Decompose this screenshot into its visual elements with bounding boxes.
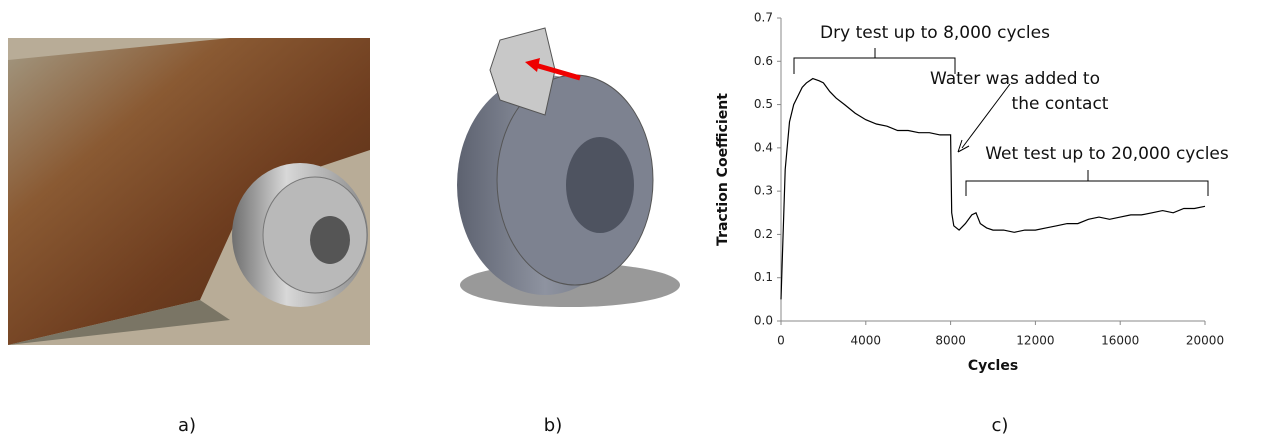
roller-hole	[310, 216, 350, 264]
x-tick-label: 12000	[1016, 334, 1054, 348]
arrow	[534, 62, 581, 81]
y-tick-label: 0.0	[754, 314, 773, 328]
panel-label: a)	[178, 415, 196, 436]
y-tick-label: 0.3	[754, 184, 773, 198]
bracket	[965, 170, 1209, 196]
y-axis-label: Traction Coefficient	[715, 93, 731, 246]
x-tick-label: 16000	[1101, 334, 1139, 348]
x-axis-label: Cycles	[968, 358, 1018, 374]
annotation: the contact	[1012, 94, 1109, 114]
y-tick-label: 0.1	[754, 270, 773, 284]
x-tick-label: 8000	[935, 334, 966, 348]
y-tick-label: 0.7	[754, 11, 773, 25]
photo-panel	[8, 38, 370, 345]
x-tick-label: 20000	[1186, 334, 1224, 348]
bracket	[793, 48, 956, 74]
x-tick-label: 4000	[851, 334, 882, 348]
y-tick-label: 0.2	[754, 227, 773, 241]
cad-panel	[457, 27, 680, 307]
data-line	[780, 77, 1206, 300]
annotation: Dry test up to 8,000 cycles	[820, 23, 1050, 43]
panel-label: c)	[992, 415, 1009, 436]
arrowhead	[957, 139, 970, 153]
rail-block	[8, 38, 370, 345]
arrow	[961, 83, 1011, 149]
annotation: Water was added to	[930, 69, 1100, 89]
arrowhead	[525, 58, 540, 72]
x-tick-label: 0	[777, 334, 785, 348]
y-tick-label: 0.5	[754, 97, 773, 111]
y-tick-label: 0.6	[754, 54, 773, 68]
y-tick-label: 0.4	[754, 140, 773, 154]
chart: 0.0 0.1 0.2 0.3 0.4 0.5 0.6 0.7 0 4000 8000 12000 16…	[715, 11, 1229, 375]
annotation: Wet test up to 20,000 cycles	[985, 144, 1229, 164]
panel-label: b)	[544, 415, 562, 436]
rail-edge	[8, 300, 230, 345]
ring-bore	[566, 137, 634, 233]
